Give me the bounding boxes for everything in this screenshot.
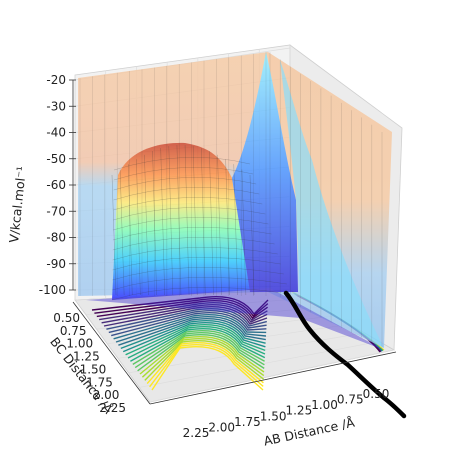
contour-line bbox=[130, 328, 266, 362]
mesh-line bbox=[112, 247, 278, 261]
contour-line bbox=[127, 326, 266, 359]
contour-line bbox=[139, 336, 265, 375]
x-tick-label: 1.50 bbox=[260, 409, 287, 423]
z-tick-label: -80 bbox=[46, 231, 66, 245]
x-tick-label: 1.00 bbox=[311, 398, 338, 412]
mesh-line bbox=[184, 145, 190, 296]
mesh-line bbox=[113, 197, 263, 211]
mesh-line bbox=[112, 267, 284, 281]
surface-ridge-right bbox=[280, 60, 384, 348]
contour-line bbox=[91, 296, 269, 316]
mesh-line bbox=[209, 151, 214, 296]
z-tick-label: -50 bbox=[46, 152, 66, 166]
mesh-line bbox=[113, 207, 266, 221]
mesh-line bbox=[176, 145, 182, 296]
z-tick-label: -60 bbox=[46, 178, 66, 192]
mesh-line bbox=[249, 174, 255, 296]
contour-line bbox=[134, 332, 265, 369]
contour-line bbox=[118, 318, 266, 346]
y-tick-label: 1.25 bbox=[73, 350, 100, 364]
surface-base bbox=[86, 288, 384, 350]
surface-mesh bbox=[79, 52, 383, 348]
contour-line bbox=[103, 306, 268, 327]
z-tick-label: -30 bbox=[46, 99, 66, 113]
x-tick-label: 0.50 bbox=[363, 387, 390, 401]
z-tick-label: -20 bbox=[46, 73, 66, 87]
mesh-line bbox=[111, 287, 291, 301]
contour-line bbox=[115, 316, 267, 343]
mesh-line bbox=[112, 227, 272, 241]
z-tick-label: -70 bbox=[46, 204, 66, 218]
mesh-line bbox=[112, 277, 287, 291]
grid-line bbox=[149, 349, 395, 403]
mesh-line bbox=[152, 151, 157, 296]
contour-line bbox=[111, 312, 267, 337]
mesh-line bbox=[168, 146, 174, 296]
z-tick-label: -40 bbox=[46, 126, 66, 140]
x-tick-label: 1.25 bbox=[285, 404, 312, 418]
contour-line bbox=[99, 302, 268, 321]
contour-line bbox=[146, 342, 264, 385]
y-tick-label: 1.75 bbox=[86, 375, 113, 389]
contour-line bbox=[144, 340, 265, 381]
x-axis-ticks: 2.252.001.751.501.251.000.750.50 bbox=[183, 387, 390, 440]
x-tick-label: 0.75 bbox=[337, 393, 364, 407]
mesh-line bbox=[144, 154, 149, 296]
z-axis-ticks: -20 -30 -40 -50 -60 -70 -80 -90 -100 bbox=[39, 73, 76, 297]
surface-plateau bbox=[112, 142, 250, 300]
contour-line bbox=[96, 300, 269, 319]
mesh-line bbox=[113, 167, 254, 181]
mesh-line bbox=[217, 154, 222, 296]
x-tick-label: 2.25 bbox=[183, 426, 210, 440]
y-tick-label: 0.75 bbox=[60, 324, 87, 338]
contour-line bbox=[149, 344, 264, 388]
contour-line bbox=[120, 320, 266, 350]
energy-surface bbox=[78, 52, 392, 350]
z-tick-label: -90 bbox=[46, 257, 66, 271]
contour-line bbox=[113, 314, 267, 340]
y-tick-label: 0.50 bbox=[53, 311, 80, 325]
z-axis-label: V/kcal.mol⁻¹ bbox=[6, 166, 29, 244]
y-tick-label: 1.50 bbox=[80, 362, 107, 376]
surface-valley bbox=[232, 52, 298, 292]
mesh-line bbox=[201, 148, 206, 296]
y-axis-ticks: 0.500.751.001.251.501.752.002.25 bbox=[53, 311, 126, 415]
mesh-line bbox=[113, 217, 269, 231]
contour-line bbox=[122, 322, 266, 353]
mesh-line bbox=[112, 257, 281, 271]
mesh-line bbox=[127, 164, 133, 296]
mesh-line bbox=[160, 148, 165, 296]
mesh-line bbox=[111, 174, 117, 296]
contour-line bbox=[108, 310, 267, 334]
contour-line bbox=[151, 346, 264, 391]
mesh-line bbox=[113, 187, 260, 201]
contour-line bbox=[106, 308, 267, 330]
contour-line bbox=[141, 338, 265, 378]
mesh-line bbox=[233, 164, 239, 296]
mesh-line bbox=[112, 237, 275, 251]
x-tick-label: 2.00 bbox=[208, 420, 235, 434]
contour-line bbox=[132, 330, 265, 365]
mesh-line bbox=[119, 169, 125, 296]
mesh-line bbox=[136, 159, 141, 296]
contour-line bbox=[125, 324, 266, 356]
mesh-line bbox=[113, 177, 257, 191]
mesh-line bbox=[192, 146, 198, 296]
mesh-line bbox=[225, 159, 230, 296]
z-tick-label: -100 bbox=[39, 283, 66, 297]
y-tick-label: 2.00 bbox=[93, 388, 120, 402]
trajectory-path bbox=[283, 290, 407, 419]
x-tick-label: 1.75 bbox=[234, 415, 261, 429]
contour-line bbox=[101, 304, 268, 324]
contour-line bbox=[137, 334, 265, 372]
contour-line bbox=[94, 298, 269, 318]
mesh-line bbox=[241, 169, 247, 296]
y-tick-label: 2.25 bbox=[99, 401, 126, 415]
mesh-line bbox=[113, 157, 251, 171]
y-tick-label: 1.00 bbox=[66, 337, 93, 351]
